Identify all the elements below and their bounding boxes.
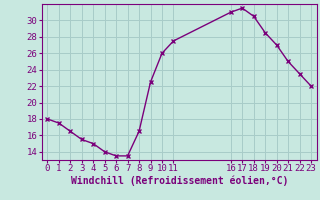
- X-axis label: Windchill (Refroidissement éolien,°C): Windchill (Refroidissement éolien,°C): [70, 176, 288, 186]
